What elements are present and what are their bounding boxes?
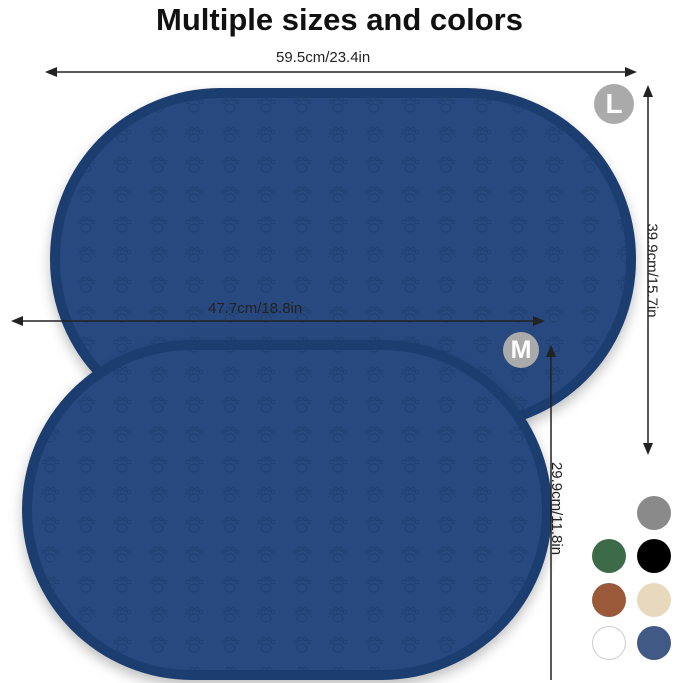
color-swatch-blue[interactable]: [637, 626, 671, 660]
medium-width-label: 47.7cm/18.8in: [208, 300, 303, 317]
color-swatch-black[interactable]: [637, 539, 671, 573]
medium-height-label: 29.9cm/11.8in: [548, 461, 566, 556]
size-badge-large: L: [594, 84, 634, 124]
color-swatch-gray[interactable]: [637, 496, 671, 530]
large-height-label: 39.9cm/15.7in: [643, 223, 661, 318]
size-badge-medium: M: [503, 332, 539, 368]
medium-mat: [22, 340, 552, 680]
color-swatch-brown[interactable]: [592, 583, 626, 617]
color-swatch-white[interactable]: [592, 626, 626, 660]
color-swatch-green[interactable]: [592, 539, 626, 573]
page-title: Multiple sizes and colors: [156, 2, 523, 37]
large-width-label: 59.5cm/23.4in: [276, 49, 371, 66]
dimension-arrows: [11, 67, 653, 680]
color-swatch-beige[interactable]: [637, 583, 671, 617]
